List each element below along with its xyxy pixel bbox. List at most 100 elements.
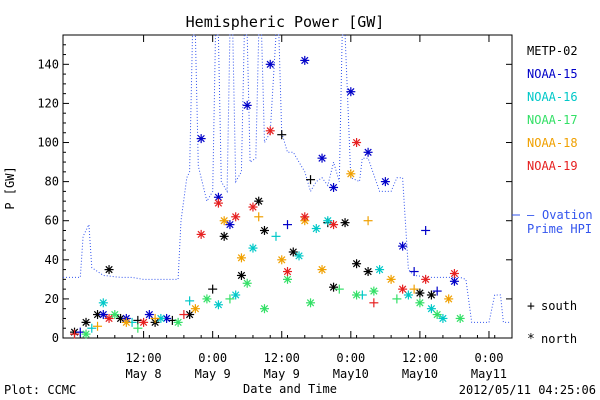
- data-point: [329, 282, 339, 292]
- point-stroke: [398, 242, 407, 250]
- legend-entry: NOAA-19: [527, 159, 578, 173]
- data-point: [340, 218, 350, 228]
- data-point: [346, 87, 356, 97]
- point-stroke: [306, 299, 315, 307]
- data-point: [104, 313, 114, 323]
- ovation-hpi-layer: [63, 34, 510, 323]
- data-point: [265, 59, 275, 69]
- data-point: [409, 284, 419, 294]
- point-stroke: [364, 148, 372, 156]
- legend-entry: NOAA-16: [527, 90, 578, 104]
- data-point: [156, 313, 166, 323]
- data-point: [449, 268, 459, 278]
- data-point: [98, 310, 108, 320]
- point-stroke: [249, 203, 257, 211]
- data-point: [242, 100, 252, 110]
- data-point: [363, 216, 373, 226]
- data-point: [329, 220, 339, 230]
- x-tick-time-label: 0:00: [475, 351, 504, 365]
- legend-entry: NOAA-17: [527, 113, 578, 127]
- point-stroke: [232, 291, 240, 299]
- point-stroke: [421, 275, 430, 284]
- data-point: [449, 276, 459, 286]
- point-stroke: [387, 275, 395, 284]
- data-point: [254, 196, 264, 206]
- north-symbol: *: [527, 332, 535, 347]
- ovation-legend-line1: Ovation: [542, 208, 593, 222]
- data-point: [190, 304, 200, 314]
- data-point: [139, 317, 149, 327]
- data-point: [323, 216, 333, 226]
- point-stroke: [370, 287, 378, 295]
- data-point: [87, 323, 97, 333]
- point-stroke: [174, 318, 182, 327]
- point-stroke: [427, 305, 436, 313]
- point-stroke: [220, 232, 228, 241]
- point-stroke: [111, 310, 119, 319]
- point-stroke: [324, 217, 332, 225]
- data-point: [386, 274, 396, 284]
- data-point: [98, 298, 108, 308]
- point-stroke: [255, 197, 263, 205]
- point-stroke: [445, 295, 453, 303]
- y-axis-label: P [GW]: [3, 166, 17, 209]
- point-stroke: [375, 265, 384, 274]
- data-point: [432, 286, 442, 296]
- data-point: [196, 229, 206, 239]
- x-tick-date-label: May11: [471, 367, 507, 381]
- data-point: [421, 274, 431, 284]
- point-stroke: [243, 101, 251, 110]
- point-stroke: [318, 154, 326, 162]
- x-tick-date-label: May 8: [126, 367, 162, 381]
- data-point: [248, 243, 258, 253]
- data-point: [277, 130, 287, 140]
- point-stroke: [295, 252, 303, 260]
- data-point: [300, 212, 310, 222]
- point-stroke: [93, 310, 102, 319]
- point-stroke: [105, 265, 113, 274]
- legend-entry: NOAA-15: [527, 67, 578, 81]
- data-point: [455, 313, 465, 323]
- point-stroke: [283, 275, 292, 284]
- data-point: [363, 267, 373, 277]
- plot-timestamp: 2012/05/11 04:25:06: [459, 383, 596, 397]
- x-axis: 12:00 May 8 0:00 May 9 12:00 May 9 0:00 May10 12…: [62, 35, 513, 381]
- point-stroke: [139, 318, 148, 327]
- point-stroke: [318, 265, 326, 274]
- data-point: [415, 298, 425, 308]
- point-stroke: [427, 291, 436, 299]
- data-point: [271, 231, 281, 241]
- x-tick-time-label: 12:00: [264, 351, 300, 365]
- data-point: [179, 310, 189, 320]
- data-point: [380, 177, 390, 187]
- point-stroke: [105, 314, 113, 323]
- point-stroke: [197, 230, 205, 239]
- data-point: [352, 290, 362, 300]
- data-point: [213, 198, 223, 208]
- point-stroke: [352, 291, 361, 299]
- data-point: [444, 294, 454, 304]
- ovation-legend: — Ovation Prime HPI: [527, 208, 593, 236]
- point-stroke: [329, 283, 338, 291]
- point-stroke: [226, 220, 234, 229]
- data-point: [421, 225, 431, 235]
- data-point: [231, 290, 241, 300]
- data-point: [70, 329, 80, 339]
- data-point: [432, 310, 442, 320]
- point-stroke: [312, 224, 320, 233]
- point-stroke: [191, 305, 200, 313]
- north-label: north: [541, 332, 577, 346]
- data-point: [259, 225, 269, 235]
- data-point: [369, 298, 379, 308]
- data-point: [375, 265, 385, 275]
- data-point: [352, 138, 362, 148]
- ovation-legend-line2: Prime HPI: [527, 222, 592, 236]
- data-point: [352, 259, 362, 269]
- data-point: [294, 251, 304, 261]
- data-point: [306, 175, 316, 185]
- data-point: [259, 304, 269, 314]
- point-stroke: [341, 219, 349, 227]
- legend-entry: METP-02: [527, 44, 578, 58]
- point-stroke: [203, 295, 211, 303]
